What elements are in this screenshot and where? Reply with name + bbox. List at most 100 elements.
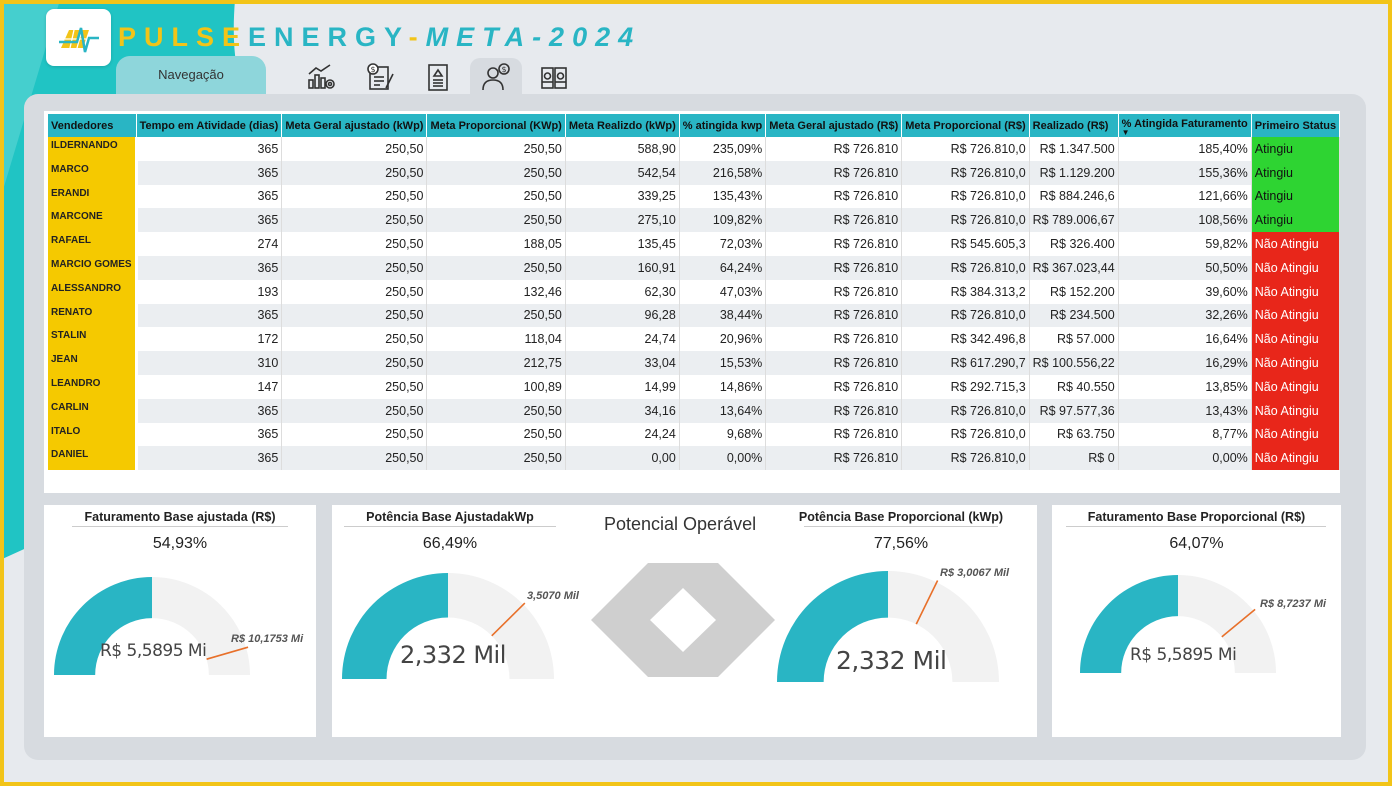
column-header[interactable]: % atingida kwp <box>679 114 767 137</box>
table-cell: 13,85% <box>1118 374 1252 399</box>
column-header[interactable]: Meta Proporcional (R$) <box>901 114 1030 137</box>
table-cell: 250,50 <box>281 398 428 423</box>
table-cell: 121,66% <box>1118 184 1252 209</box>
table-cell: 118,04 <box>426 327 566 352</box>
section-divider <box>44 493 1340 505</box>
table-cell: 8,77% <box>1118 422 1252 447</box>
table-cell: 212,75 <box>426 351 566 375</box>
table-header-row: Vendedores Tempo em Atividade (dias) Met… <box>48 114 1341 137</box>
table-cell: 250,50 <box>281 374 428 399</box>
gauge-card-potencia-proporcional[interactable]: Potência Base Proporcional (kWp) 77,56% … <box>770 505 1032 737</box>
gauge-target: R$ 10,1753 Mi <box>231 633 304 645</box>
brand-energy: ENERGY <box>248 22 409 52</box>
table-row[interactable]: ALESSANDRO 193 250,50 132,46 62,30 47,03% R$ 7… <box>48 279 1341 304</box>
table-cell: 250,50 <box>426 255 566 280</box>
table-cell: 250,50 <box>426 160 566 185</box>
table-row[interactable]: MARCO 365 250,50 250,50 542,54 216,58% R$ 726.… <box>48 160 1341 185</box>
column-header[interactable]: Realizado (R$) <box>1029 114 1119 137</box>
table-cell: 275,10 <box>565 208 680 233</box>
seller-name-cell[interactable]: ALESSANDRO <box>48 279 138 304</box>
table-cell: R$ 726.810 <box>765 255 903 280</box>
status-badge: Atingiu <box>1251 160 1341 185</box>
nav-tab-navegacao[interactable]: Navegação <box>116 56 266 96</box>
column-header[interactable]: Tempo em Atividade (dias) <box>136 114 283 137</box>
table-cell: 250,50 <box>281 137 428 161</box>
seller-name-cell[interactable]: MARCO <box>48 160 138 185</box>
solar-panel-logo-icon <box>58 27 99 52</box>
status-badge: Não Atingiu <box>1251 374 1341 399</box>
table-cell: R$ 234.500 <box>1029 303 1119 328</box>
column-header-label: % Atingida Faturamento <box>1121 117 1248 130</box>
seller-name-cell[interactable]: MARCONE <box>48 208 138 233</box>
table-cell: 47,03% <box>679 279 767 304</box>
table-row[interactable]: LEANDRO 147 250,50 100,89 14,99 14,86% R$ 726.… <box>48 374 1341 399</box>
table-row[interactable]: RAFAEL 274 250,50 188,05 135,45 72,03% R$ 726.… <box>48 232 1341 256</box>
status-badge: Não Atingiu <box>1251 398 1341 423</box>
gauge-card-faturamento-ajustada[interactable]: Faturamento Base ajustada (R$) 54,93% R$… <box>44 505 316 737</box>
seller-name-cell[interactable]: DANIEL <box>48 446 138 471</box>
person-dollar-icon: $ <box>482 63 510 91</box>
table-cell: 100,89 <box>426 374 566 399</box>
table-row[interactable]: JEAN 310 250,50 212,75 33,04 15,53% R$ 726.810… <box>48 351 1341 375</box>
table-cell: R$ 726.810 <box>765 446 903 471</box>
table-cell: 9,68% <box>679 422 767 447</box>
table-row[interactable]: DANIEL 365 250,50 250,50 0,00 0,00% R$ 726.810… <box>48 446 1341 471</box>
title-underline <box>1066 526 1326 527</box>
gauge-card-faturamento-proporcional[interactable]: Faturamento Base Proporcional (R$) 64,07… <box>1052 505 1341 737</box>
seller-name-cell[interactable]: MARCIO GOMES <box>48 255 138 280</box>
seller-name-cell[interactable]: ITALO <box>48 422 138 447</box>
column-header[interactable]: Meta Realizdo (kWp) <box>565 114 680 137</box>
gauge-arc <box>1080 575 1276 673</box>
gauge-target-marker <box>1221 608 1256 638</box>
table-cell: 235,09% <box>679 137 767 161</box>
column-header[interactable]: Primeiro Status <box>1251 114 1341 137</box>
column-header[interactable]: Meta Geral ajustado (R$) <box>765 114 903 137</box>
document-dollar-icon: $ <box>367 63 394 90</box>
table-cell: 16,29% <box>1118 351 1252 375</box>
table-row[interactable]: ERANDI 365 250,50 250,50 339,25 135,43% R$ 726… <box>48 184 1341 209</box>
table-cell: 33,04 <box>565 351 680 375</box>
status-badge: Atingiu <box>1251 184 1341 209</box>
table-cell: 250,50 <box>281 184 428 209</box>
nav-money-stack[interactable] <box>528 58 580 96</box>
table-row[interactable]: ILDERNANDO 365 250,50 250,50 588,90 235,09% R$… <box>48 137 1341 161</box>
report-document-icon <box>428 64 448 91</box>
gauge-card-potencia-ajustada[interactable]: Potência Base AjustadakWp 66,49% 2,332 M… <box>332 505 579 737</box>
table-row[interactable]: CARLIN 365 250,50 250,50 34,16 13,64% R$ 726.8… <box>48 398 1341 423</box>
table-row[interactable]: STALIN 172 250,50 118,04 24,74 20,96% R$ 726.8… <box>48 327 1341 352</box>
column-header-sorted[interactable]: % Atingida Faturamento ▼ <box>1118 114 1252 137</box>
app-logo[interactable] <box>46 9 111 66</box>
table-cell: R$ 884.246,6 <box>1029 184 1119 209</box>
column-header[interactable]: Vendedores <box>48 114 137 137</box>
status-badge: Atingiu <box>1251 137 1341 161</box>
seller-name-cell[interactable]: LEANDRO <box>48 374 138 399</box>
table-cell: 250,50 <box>426 208 566 233</box>
sellers-table-card: Vendedores Tempo em Atividade (dias) Met… <box>44 111 1341 493</box>
seller-name-cell[interactable]: RAFAEL <box>48 232 138 256</box>
table-row[interactable]: MARCIO GOMES 365 250,50 250,50 160,91 64,24% R… <box>48 255 1341 280</box>
seller-name-cell[interactable]: STALIN <box>48 327 138 352</box>
seller-name-cell[interactable]: JEAN <box>48 351 138 375</box>
gauge-percent: 54,93% <box>152 535 208 552</box>
table-cell: R$ 726.810,0 <box>901 398 1030 423</box>
column-header[interactable]: Meta Geral ajustado (kWp) <box>281 114 428 137</box>
nav-person-dollar[interactable]: $ <box>470 58 522 96</box>
table-row[interactable]: MARCONE 365 250,50 250,50 275,10 109,82% R$ 72… <box>48 208 1341 233</box>
seller-name-cell[interactable]: CARLIN <box>48 398 138 423</box>
seller-name-cell[interactable]: RENATO <box>48 303 138 328</box>
table-row[interactable]: ITALO 365 250,50 250,50 24,24 9,68% R$ 726.810… <box>48 422 1341 447</box>
table-cell: 250,50 <box>281 232 428 256</box>
seller-name-cell[interactable]: ERANDI <box>48 184 138 209</box>
nav-report-document[interactable] <box>412 58 464 96</box>
column-header[interactable]: Meta Proporcional (KWp) <box>426 114 566 137</box>
gauge-fill <box>777 571 888 682</box>
table-cell: 250,50 <box>426 422 566 447</box>
nav-document-dollar[interactable]: $ <box>354 58 406 96</box>
table-cell: 365 <box>136 303 283 328</box>
nav-chart-gear[interactable] <box>296 58 348 96</box>
table-row[interactable]: RENATO 365 250,50 250,50 96,28 38,44% R$ 726.8… <box>48 303 1341 328</box>
table-cell: 365 <box>136 208 283 233</box>
table-cell: R$ 726.810 <box>765 232 903 256</box>
seller-name-cell[interactable]: ILDERNANDO <box>48 137 138 161</box>
gauge-target-marker <box>915 580 939 625</box>
